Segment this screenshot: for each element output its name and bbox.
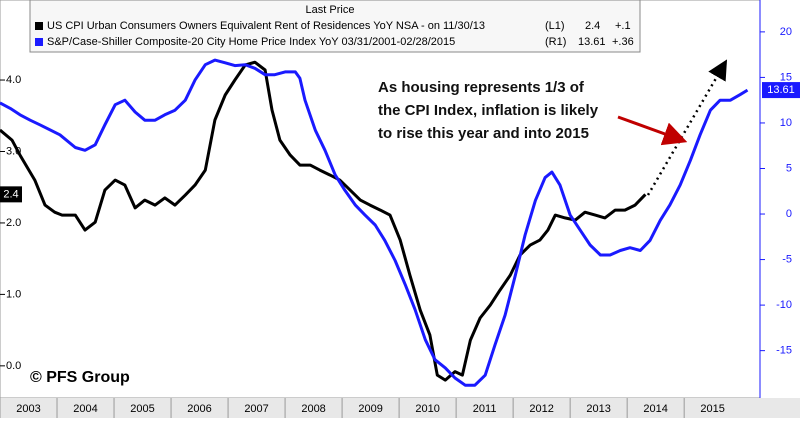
y2-tick-label: 0: [786, 208, 792, 220]
legend-swatch: [35, 38, 43, 46]
x-tick-label: 2009: [358, 403, 382, 415]
legend-box: [29, 0, 641, 53]
legend: Last Price US CPI Urban Consumers Owners…: [29, 0, 641, 53]
series-line: [0, 58, 749, 387]
y-tick-label: 2.0: [6, 217, 21, 229]
y2-tick-label: 10: [780, 117, 792, 129]
x-tick-label: 2006: [187, 403, 211, 415]
legend-change: +.36: [612, 36, 634, 48]
last-value-label: 2.4: [3, 188, 18, 200]
legend-last: 2.4: [585, 20, 600, 32]
legend-axis: (L1): [545, 20, 565, 32]
x-tick-label: 2008: [301, 403, 325, 415]
x-tick-label: 2004: [73, 403, 97, 415]
legend-axis: (R1): [545, 36, 566, 48]
pointer-arrow: [617, 115, 688, 146]
x-tick-label: 2015: [700, 403, 724, 415]
y-tick-label: 4.0: [6, 74, 21, 86]
x-tick-label: 2010: [415, 403, 439, 415]
annotation: the CPI Index, inflation is likely: [378, 102, 599, 119]
x-tick-label: 2005: [130, 403, 154, 415]
annotation: As housing represents 1/3 of: [378, 79, 585, 96]
legend-last: 13.61: [578, 36, 606, 48]
plot-area: [0, 0, 761, 399]
y-tick-label: 1.0: [6, 288, 21, 300]
annotation: to rise this year and into 2015: [378, 125, 589, 142]
y2-tick-label: -10: [776, 299, 792, 311]
y2-tick-label: -15: [776, 345, 792, 357]
y2-tick-label: 20: [780, 26, 792, 38]
y-tick-label: 0.0: [6, 360, 21, 372]
series-line: [0, 60, 647, 382]
x-axis-band: [0, 398, 800, 418]
last-value-tag: [762, 82, 800, 99]
y2-tick-label: 15: [780, 71, 792, 83]
legend-label: US CPI Urban Consumers Owners Equivalent…: [47, 20, 485, 32]
y2-tick-label: -5: [782, 253, 792, 265]
y2-tick-label: 5: [786, 162, 792, 174]
x-tick-label: 2014: [643, 403, 667, 415]
legend-label: S&P/Case-Shiller Composite-20 City Home …: [47, 36, 455, 48]
x-tick-label: 2003: [16, 403, 40, 415]
copyright: © PFS Group: [30, 369, 130, 386]
legend-change: +.1: [615, 20, 631, 32]
x-tick-label: 2012: [529, 403, 553, 415]
x-tick-label: 2011: [473, 403, 497, 415]
x-tick-label: 2013: [586, 403, 610, 415]
last-value-tag: [0, 186, 22, 203]
legend-swatch: [35, 22, 43, 30]
legend-header: Last Price: [306, 4, 355, 16]
last-value-label: 13.61: [767, 84, 795, 96]
x-tick-label: 2007: [244, 403, 268, 415]
